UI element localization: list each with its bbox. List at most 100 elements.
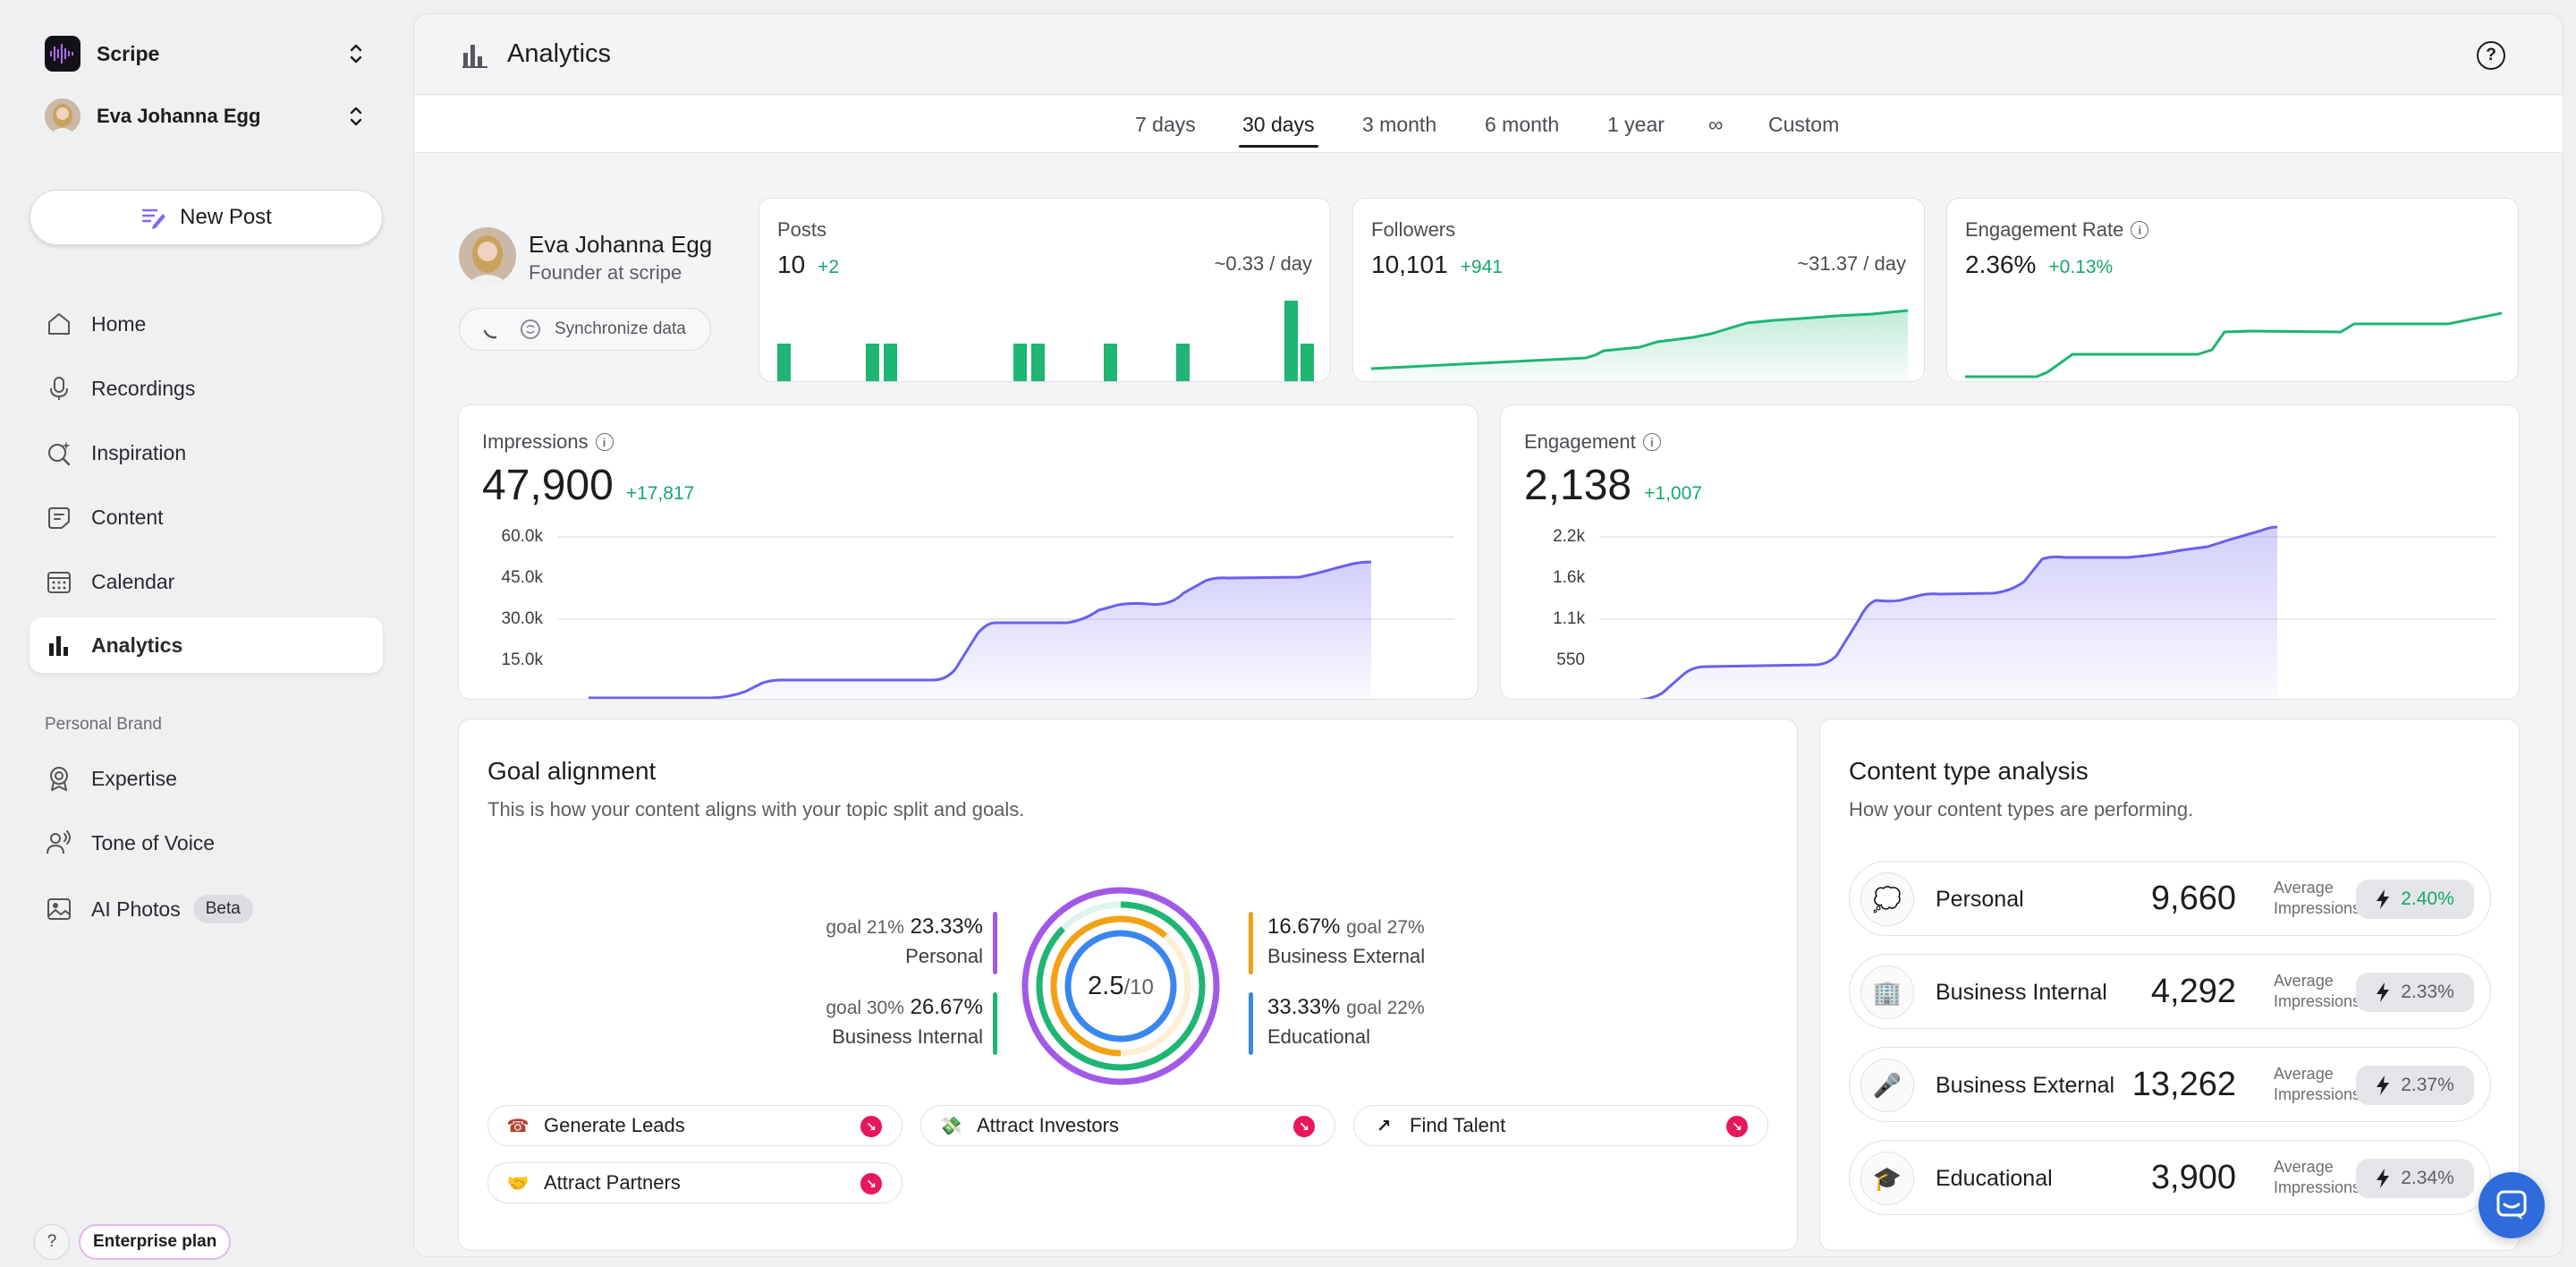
average-impressions-label: Average Impressions: [2274, 1157, 2360, 1198]
nav-expertise[interactable]: Expertise: [30, 751, 383, 806]
goal-attract-partners[interactable]: 🤝 Attract Partners ↘: [487, 1162, 902, 1203]
help-button[interactable]: ?: [34, 1224, 70, 1260]
nav-content[interactable]: Content: [30, 489, 383, 545]
new-post-button[interactable]: New Post: [30, 190, 383, 245]
nav-analytics[interactable]: Analytics: [30, 617, 383, 673]
image-icon: [47, 898, 71, 920]
time-range-tabs: 7 days 30 days 3 month 6 month 1 year ∞ …: [414, 96, 2563, 153]
engagement-rate-card: Engagement Rate i 2.36% +0.13%: [1946, 198, 2519, 382]
lightning-icon: [2377, 1169, 2390, 1188]
impressions-label: Impressions: [2274, 992, 2361, 1010]
tab-all-time[interactable]: ∞: [1708, 113, 1724, 136]
workspace-name: Scripe: [97, 41, 160, 65]
content-type-row-educational[interactable]: 🎓 Educational 3,900 Average Impressions 2…: [1849, 1140, 2491, 1215]
goal-find-talent[interactable]: ↗ Find Talent ↘: [1353, 1105, 1768, 1146]
nav-calendar[interactable]: Calendar: [30, 554, 383, 609]
engagement-card: Engagement i 2,138 +1,007 2.2k 1.6k 1.1k…: [1500, 404, 2520, 700]
alignment-score-value: 2.5: [1088, 972, 1124, 1000]
tab-30-days[interactable]: 30 days: [1239, 96, 1318, 153]
nav-analytics-label: Analytics: [91, 633, 183, 657]
personal-name: Personal: [905, 945, 983, 967]
alignment-score-max: /10: [1123, 975, 1154, 999]
nav-ai-photos[interactable]: AI Photos Beta: [30, 881, 383, 937]
nav-tone-of-voice[interactable]: Tone of Voice: [30, 815, 383, 871]
synchronize-data-button[interactable]: Synchronize data: [459, 308, 711, 351]
personal-goal-stat: goal 21% 23.33% Personal: [826, 914, 983, 968]
content-type-rate-value: 2.37%: [2401, 1075, 2454, 1095]
arrow-down-right-icon: ↘: [860, 1116, 882, 1137]
chat-icon: [2496, 1190, 2527, 1220]
lightning-icon: [2377, 889, 2390, 909]
main-panel: Analytics ? 7 days 30 days 3 month 6 mon…: [413, 13, 2563, 1257]
posts-card: Posts 10 +2 ~0.33 / day: [758, 198, 1331, 382]
tab-1-year[interactable]: 1 year: [1607, 113, 1665, 136]
lightning-icon: [2377, 1076, 2390, 1095]
business-internal-value: 26.67%: [910, 995, 983, 1019]
impressions-value: 47,900 +17,817: [482, 461, 694, 510]
engagement-rate-line-chart: [1965, 311, 2503, 378]
thought-bubble-icon: 💭: [1860, 872, 1914, 926]
engagement-rate-label-text: Engagement Rate: [1965, 218, 2124, 241]
arrow-down-right-icon: ↘: [1726, 1116, 1748, 1137]
average-impressions-label: Average Impressions: [2274, 878, 2360, 919]
posts-bar-chart: [777, 301, 1314, 381]
sparkle-search-icon: [48, 441, 71, 466]
goal-generate-leads-label: Generate Leads: [544, 1114, 685, 1136]
business-external-name: Business External: [1267, 945, 1426, 967]
goal-generate-leads[interactable]: ☎ Generate Leads ↘: [487, 1105, 902, 1146]
content-type-rate-value: 2.34%: [2401, 1168, 2454, 1188]
tab-3-month[interactable]: 3 month: [1362, 113, 1437, 136]
content-type-rate: 2.37%: [2356, 1066, 2474, 1105]
account-name: Eva Johanna Egg: [97, 105, 261, 127]
engagement-rate-label: Engagement Rate i: [1965, 218, 2149, 242]
followers-delta: +941: [1460, 257, 1503, 277]
info-icon[interactable]: i: [1642, 433, 1661, 451]
bar-chart-icon: [49, 636, 68, 656]
workspace-switcher[interactable]: Scripe: [45, 31, 367, 76]
content-type-row-business-internal[interactable]: 🏢 Business Internal 4,292 Average Impress…: [1849, 954, 2491, 1029]
goal-attract-investors[interactable]: 💸 Attract Investors ↘: [920, 1105, 1335, 1146]
tab-7-days[interactable]: 7 days: [1135, 113, 1196, 136]
engagement-area-chart: [1599, 525, 2496, 699]
followers-card: Followers 10,101 +941 ~31.37 / day: [1352, 198, 1925, 382]
content-type-subtitle: How your content types are performing.: [1849, 798, 2194, 821]
profile-summary: Eva Johanna Egg Founder at scripe: [459, 227, 712, 285]
loading-spinner-icon: [483, 329, 497, 339]
nav-inspiration[interactable]: Inspiration: [30, 425, 383, 480]
educational-bar: [1249, 992, 1253, 1055]
content-type-rate: 2.33%: [2356, 973, 2474, 1012]
posts-value: 10 +2: [777, 251, 839, 279]
bar-chart-icon: [462, 44, 487, 68]
content-type-impressions: 4,292: [2150, 973, 2236, 1010]
user-voice-icon: [47, 830, 71, 855]
followers-count: 10,101: [1371, 251, 1448, 278]
chat-support-button[interactable]: [2479, 1172, 2545, 1238]
goal-find-talent-label: Find Talent: [1410, 1114, 1506, 1136]
educational-goal: goal 22%: [1346, 998, 1425, 1018]
average-impressions-label: Average Impressions: [2274, 1064, 2360, 1105]
business-external-goal: goal 27%: [1346, 917, 1425, 938]
personal-brand-section-label: Personal Brand: [45, 715, 162, 734]
award-icon: [50, 767, 68, 791]
content-type-row-personal[interactable]: 💭 Personal 9,660 Average Impressions 2.40…: [1849, 861, 2491, 936]
impressions-area-chart: [557, 536, 1454, 699]
profile-name: Eva Johanna Egg: [529, 231, 713, 258]
educational-value: 33.33%: [1267, 995, 1341, 1019]
trending-up-icon: ↗: [1376, 1116, 1392, 1136]
content-type-row-business-external[interactable]: 🎤 Business External 13,262 Average Impres…: [1849, 1047, 2491, 1122]
account-switcher[interactable]: Eva Johanna Egg: [45, 94, 367, 139]
nav-recordings[interactable]: Recordings: [30, 361, 383, 416]
average-label: Average: [2274, 879, 2334, 897]
impressions-ytick: 30.0k: [501, 609, 543, 628]
engagement-ytick: 1.6k: [1553, 568, 1585, 587]
impressions-ytick: 15.0k: [501, 651, 543, 669]
help-icon[interactable]: ?: [2477, 41, 2505, 70]
nav-home[interactable]: Home: [30, 296, 383, 352]
enterprise-plan-badge[interactable]: Enterprise plan: [79, 1224, 232, 1260]
engagement-value: 2,138 +1,007: [1524, 461, 1702, 510]
tab-custom[interactable]: Custom: [1768, 113, 1840, 136]
info-icon[interactable]: i: [595, 433, 614, 451]
tab-6-month[interactable]: 6 month: [1485, 113, 1560, 136]
info-icon[interactable]: i: [2131, 221, 2149, 239]
new-post-label: New Post: [180, 205, 272, 229]
